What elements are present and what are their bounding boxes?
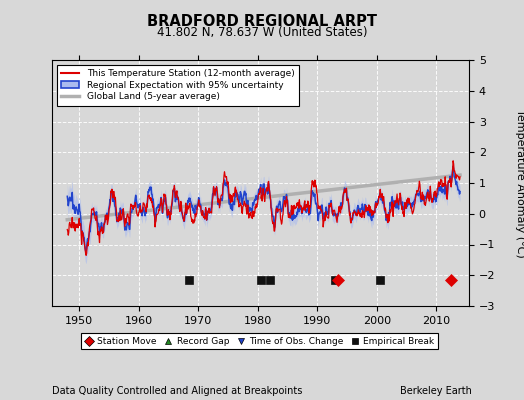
Y-axis label: Temperature Anomaly (°C): Temperature Anomaly (°C) — [515, 109, 524, 257]
Legend: This Temperature Station (12-month average), Regional Expectation with 95% uncer: This Temperature Station (12-month avera… — [57, 64, 299, 106]
Text: BRADFORD REGIONAL ARPT: BRADFORD REGIONAL ARPT — [147, 14, 377, 29]
Text: Berkeley Earth: Berkeley Earth — [400, 386, 472, 396]
Text: Data Quality Controlled and Aligned at Breakpoints: Data Quality Controlled and Aligned at B… — [52, 386, 303, 396]
Text: 41.802 N, 78.637 W (United States): 41.802 N, 78.637 W (United States) — [157, 26, 367, 39]
Legend: Station Move, Record Gap, Time of Obs. Change, Empirical Break: Station Move, Record Gap, Time of Obs. C… — [81, 333, 438, 350]
